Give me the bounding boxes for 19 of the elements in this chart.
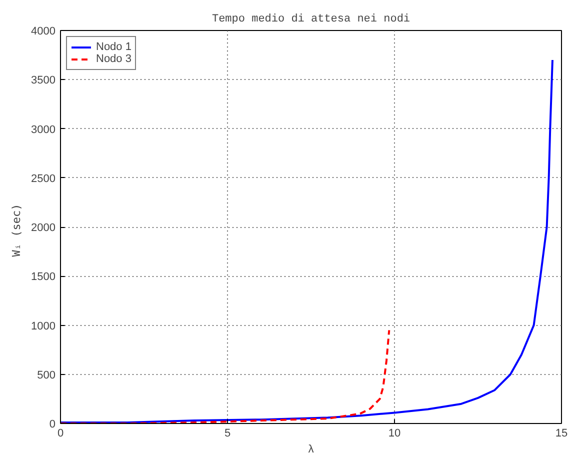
y-tick-label: 1000	[31, 320, 56, 332]
legend-label: Nodo 1	[96, 41, 132, 53]
chart-title: Tempo medio di attesa nei nodi	[212, 14, 410, 26]
y-tick-label: 4000	[31, 26, 56, 38]
y-tick-label: 3000	[31, 124, 56, 136]
y-tick-label: 1500	[31, 271, 56, 284]
y-tick-label: 2500	[31, 172, 56, 185]
x-tick-label: 0	[57, 428, 64, 440]
x-tick-label: 5	[224, 428, 231, 440]
line-series	[60, 329, 390, 424]
y-tick-label: 0	[49, 418, 56, 430]
legend-label: Nodo 3	[96, 53, 132, 65]
x-axis-title: λ	[308, 444, 314, 456]
y-tick-label: 2000	[31, 222, 56, 234]
y-tick-label: 500	[37, 369, 56, 382]
x-tick-label: 15	[555, 428, 568, 440]
y-tick-label: 3500	[31, 74, 56, 87]
y-axis-title: Wᵢ (sec)	[10, 204, 24, 257]
x-tick-label: 10	[388, 428, 401, 440]
